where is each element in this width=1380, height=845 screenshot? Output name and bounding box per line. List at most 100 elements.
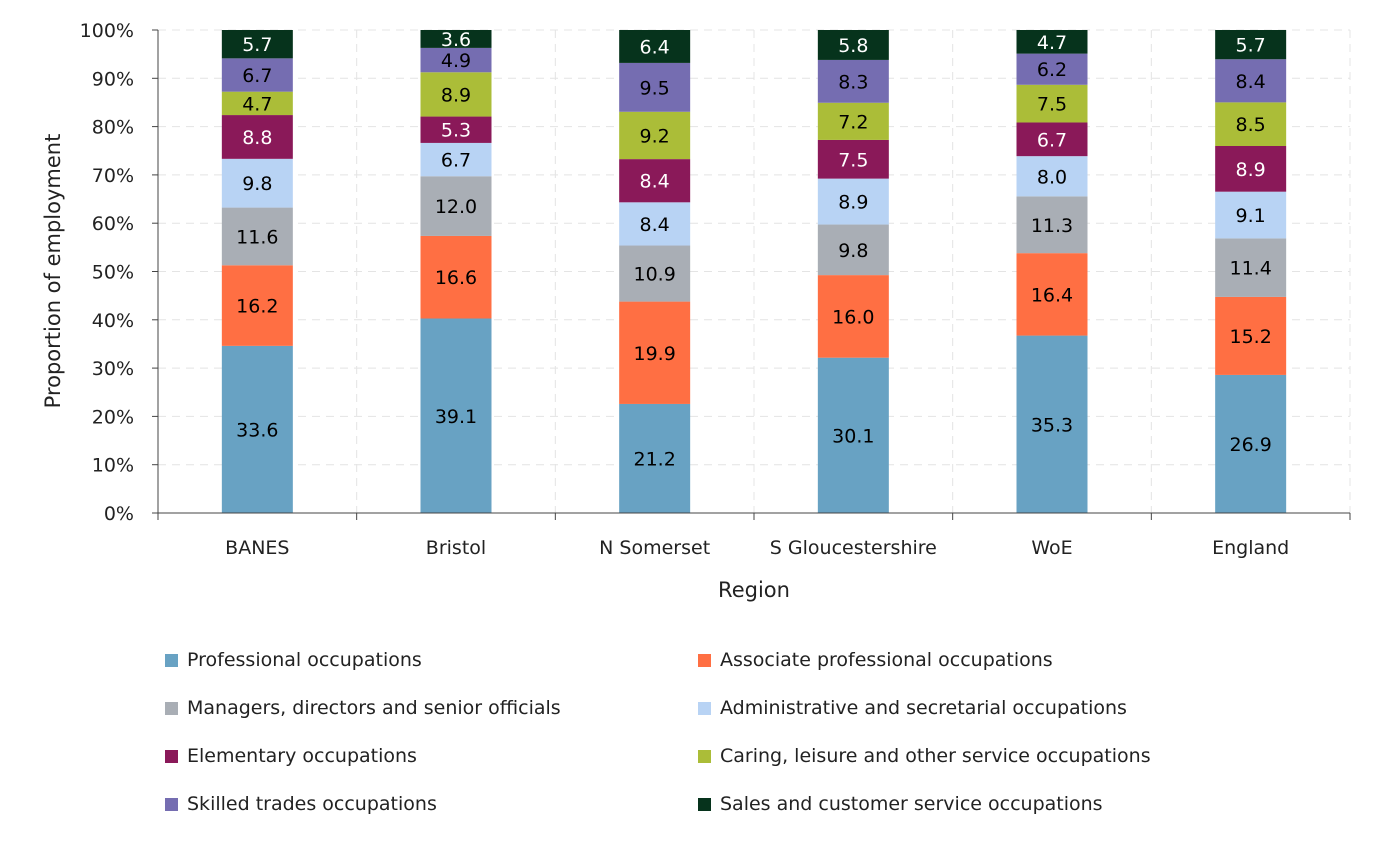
data-label: 15.2 <box>1230 326 1272 348</box>
data-label: 6.7 <box>1037 129 1067 151</box>
legend-item: Professional occupations <box>165 648 698 672</box>
legend-swatch <box>698 701 711 715</box>
data-label: 19.9 <box>634 343 676 365</box>
data-label: 7.5 <box>838 149 868 171</box>
x-tick-label: N Somerset <box>599 537 710 559</box>
data-label: 35.3 <box>1031 414 1073 436</box>
x-tick-label: England <box>1212 537 1289 559</box>
bar-segment <box>817 224 889 276</box>
data-label: 6.7 <box>242 65 272 87</box>
bar-segment <box>221 115 293 159</box>
bar-segment <box>420 235 492 319</box>
bar-segment <box>1215 30 1287 60</box>
bar-segment <box>619 62 691 112</box>
data-label: 8.0 <box>1037 166 1067 188</box>
x-tick-label: BANES <box>225 537 289 559</box>
data-label: 11.6 <box>236 226 278 248</box>
data-label: 16.6 <box>435 267 477 289</box>
axes: 0% 10% 20% 30% 40% 50% 60% 70% 80% 90% 100% BANES Br… <box>80 20 1351 559</box>
bar-segment <box>420 176 492 236</box>
bar-segment <box>1016 53 1088 85</box>
bar-segment <box>619 301 691 404</box>
data-label: 7.2 <box>838 111 868 133</box>
bar-segment <box>221 207 293 266</box>
bar-segment <box>1215 146 1287 192</box>
legend-swatch <box>698 797 711 811</box>
legend-label: Elementary occupations <box>187 745 417 767</box>
bar-segment <box>1016 84 1088 123</box>
data-label: 8.9 <box>838 192 868 214</box>
bar-segment <box>619 245 691 302</box>
y-tick-label: 30% <box>92 358 134 380</box>
legend-swatch <box>698 749 711 763</box>
bar-segment <box>817 59 889 103</box>
data-label: 8.4 <box>1236 71 1266 93</box>
bar-segment <box>221 345 293 513</box>
bar-segment <box>420 30 492 48</box>
data-label: 4.9 <box>441 50 471 72</box>
data-label: 33.6 <box>236 419 278 441</box>
bar-segment <box>1016 335 1088 513</box>
legend-label: Sales and customer service occupations <box>720 793 1103 815</box>
bar-segment <box>817 30 889 60</box>
y-tick-label: 20% <box>92 406 134 428</box>
bar-segment <box>817 139 889 179</box>
x-tick-label: S Gloucestershire <box>770 537 937 559</box>
data-label: 8.4 <box>640 214 670 236</box>
data-label: 9.2 <box>640 125 670 147</box>
bar-segment <box>1215 238 1287 297</box>
data-label: 4.7 <box>1037 32 1067 54</box>
data-label: 4.7 <box>242 93 272 115</box>
bar-segment <box>619 159 691 203</box>
legend-label: Skilled trades occupations <box>187 793 437 815</box>
y-tick-label: 60% <box>92 213 134 235</box>
bar-segment <box>1215 296 1287 375</box>
data-label: 16.4 <box>1031 284 1073 306</box>
data-label: 7.5 <box>1037 94 1067 116</box>
y-tick-label: 50% <box>92 262 134 284</box>
bar-segment <box>1215 59 1287 103</box>
data-label: 8.5 <box>1236 114 1266 136</box>
legend-swatch <box>165 797 178 811</box>
bar-segment <box>420 318 492 513</box>
legend-swatch <box>165 653 178 667</box>
bar-segment <box>817 275 889 358</box>
bar-segment <box>1016 30 1088 54</box>
bar-segment <box>1016 156 1088 197</box>
data-label: 10.9 <box>634 264 676 286</box>
data-label: 8.4 <box>640 171 670 193</box>
bar-segment <box>1215 191 1287 239</box>
bar-segment <box>817 102 889 140</box>
data-label: 5.7 <box>1236 35 1266 57</box>
bar-segment <box>619 111 691 160</box>
legend-label: Caring, leisure and other service occupa… <box>720 745 1151 767</box>
bar-segment <box>1215 374 1287 513</box>
y-tick-label: 90% <box>92 68 134 90</box>
y-tick-label: 0% <box>104 503 134 525</box>
legend-item: Associate professional occupations <box>698 648 1258 672</box>
bar-segment <box>817 178 889 225</box>
legend-label: Associate professional occupations <box>720 649 1053 671</box>
data-label: 9.8 <box>242 173 272 195</box>
data-label: 5.7 <box>242 34 272 56</box>
data-label: 16.2 <box>236 296 278 318</box>
legend-item: Sales and customer service occupations <box>698 792 1258 816</box>
data-label: 3.6 <box>441 29 471 51</box>
bar-segment <box>1016 253 1088 336</box>
legend-swatch <box>165 701 178 715</box>
data-label: 11.4 <box>1230 258 1272 280</box>
data-label: 8.3 <box>838 71 868 93</box>
gridlines <box>158 29 1351 513</box>
x-axis-label: Region <box>718 578 790 602</box>
legend-swatch <box>698 653 711 667</box>
bar-segment <box>817 357 889 513</box>
bar-segment <box>619 202 691 246</box>
stacked-bar-chart: 33.6 16.2 11.6 9.8 8.8 4.7 6.7 5.7 39.1 16.6 12.0 6… <box>41 20 1351 602</box>
data-label: 11.3 <box>1031 215 1073 237</box>
legend-item: Managers, directors and senior officials <box>165 696 698 720</box>
legend-item: Caring, leisure and other service occupa… <box>698 744 1258 768</box>
legend-item: Skilled trades occupations <box>165 792 698 816</box>
data-label: 39.1 <box>435 406 477 428</box>
y-tick-label: 70% <box>92 165 134 187</box>
bar-segment <box>619 30 691 63</box>
